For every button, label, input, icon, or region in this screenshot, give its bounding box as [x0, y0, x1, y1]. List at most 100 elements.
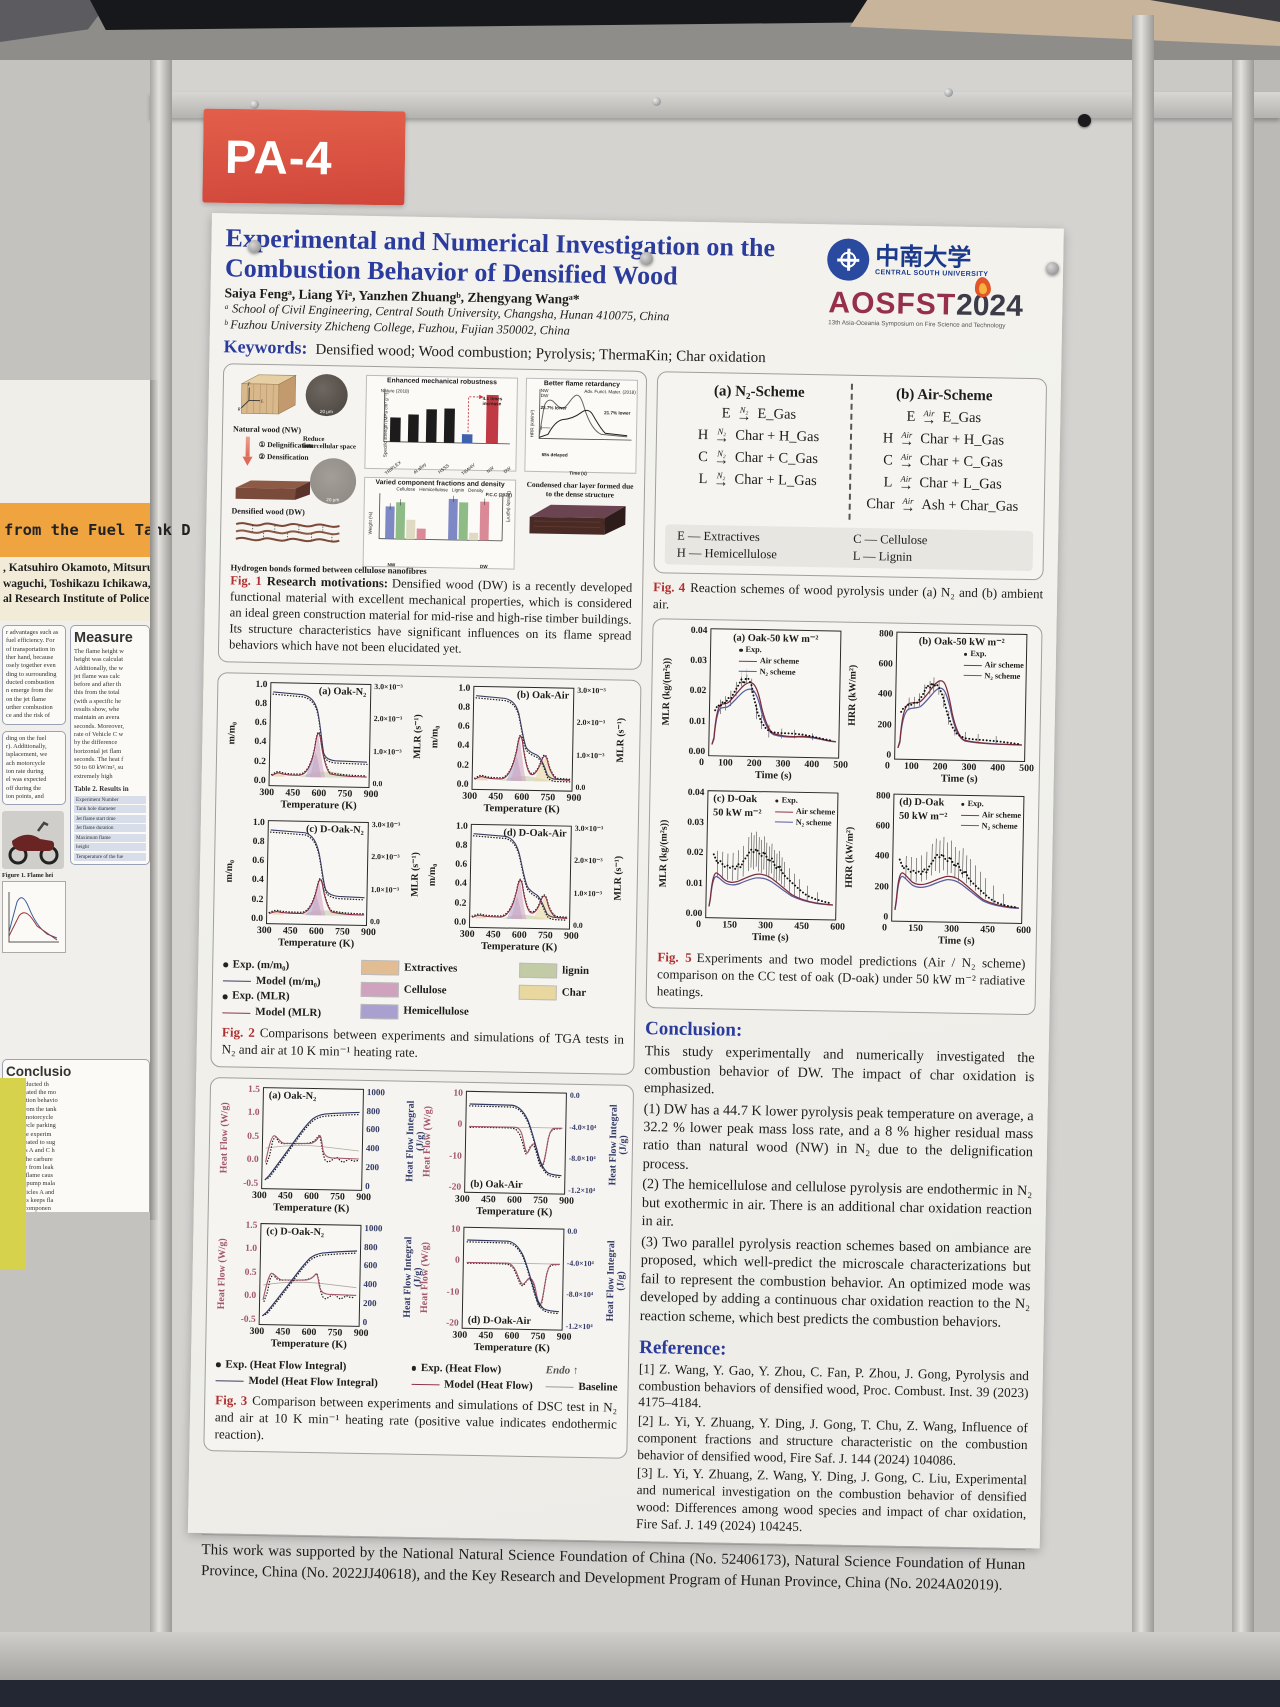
legend-entry: L — Lignin: [852, 548, 913, 564]
reaction-arrow-icon: N₂ →: [736, 404, 752, 425]
screw: [250, 100, 259, 109]
tick-label: 2.0×10⁻³: [373, 714, 403, 724]
tick-label: 750: [337, 787, 353, 800]
reaction: H N₂ → Char + H_Gas: [671, 426, 846, 446]
neighbour-author-line: waguchi, Toshikazu Ichikawa, M: [3, 577, 152, 590]
chart-xlabel: Time (s): [569, 470, 587, 476]
screw: [652, 97, 661, 106]
products: Ash + Char_Gas: [921, 497, 1019, 515]
subplot-title: (a) Oak-N₂: [318, 685, 367, 698]
board-rail-bottom: [0, 1632, 1280, 1680]
cellulose-swatch: [360, 981, 399, 998]
fig3-caption: Fig. 3 Comparison between experiments and…: [214, 1393, 617, 1450]
natural-wood-label: Natural wood (NW): [232, 424, 302, 435]
fig2-subplot-a: m/m₀ 1.0 0.8 0.6 0.4 0.2 0.0: [226, 679, 427, 817]
reaction-arrow-icon: Air →: [899, 429, 915, 450]
products: Char + C_Gas: [734, 449, 819, 468]
reaction: E N₂ → E_Gas: [671, 404, 846, 425]
model-line-icon: [411, 1383, 440, 1386]
svg-text:R: R: [237, 406, 241, 411]
fig5-box: MLR (kg/(m²s)) 0.04 0.03 0.02 0.01 0.00 (a) …: [645, 618, 1043, 1016]
poster: Experimental and Numerical Investigation…: [187, 213, 1064, 1597]
char-swatch: [518, 984, 557, 1001]
reaction-arrow-icon: Air →: [898, 473, 914, 494]
caption-text: Comparison between experiments and simul…: [214, 1393, 618, 1442]
exp-marker-icon: [411, 1366, 416, 1371]
sem-image-nw: 20 μm: [305, 373, 349, 417]
chart-categories: TRIPLEX Al alloy HSSS Ti6Al4V NW DW: [383, 459, 513, 477]
neighbour-text-block: r advantages such as fuel efficiency. For…: [2, 625, 66, 725]
products: Char + C_Gas: [919, 453, 1004, 471]
reactant: C: [698, 448, 709, 466]
neighbour-authors: , Katsuhiro Okamoto, Mitsuru W waguchi, T…: [0, 557, 152, 621]
y-axis-label: m/m₀: [226, 721, 238, 745]
aosfst-text: AOSFST: [828, 286, 957, 322]
reactant: L: [698, 470, 708, 488]
fig1-box: T L R 20 μm Natural wood (NW) ① Delignif…: [217, 363, 648, 670]
reaction: L Air → Char + L_Gas: [855, 474, 1030, 494]
figure-label: Fig. 2: [221, 1024, 255, 1041]
plot-curves: [895, 633, 1026, 761]
reaction-arrow-icon: N₂ →: [713, 448, 729, 469]
products: E_Gas: [942, 409, 982, 427]
plot-curves: [267, 821, 368, 916]
plot-curves: [260, 1224, 361, 1326]
csu-seal-icon: [826, 238, 870, 282]
plot-curves: [270, 683, 371, 778]
reactant: C: [883, 452, 894, 469]
poster-header: Experimental and Numerical Investigation…: [224, 223, 1050, 347]
keywords-label: Keywords:: [223, 336, 308, 358]
products: Char + H_Gas: [920, 431, 1005, 449]
caption-text: Comparisons between experiments and simu…: [221, 1025, 625, 1060]
caption-text: Reaction schemes of wood pyrolysis under…: [652, 579, 1044, 612]
floor: [0, 1680, 1280, 1707]
fig2-caption: Fig. 2 Comparisons between experiments an…: [222, 1025, 625, 1066]
fig5-subplot-b: HRR (kW/m²) 800 600 400 200 0 (b) Oak-50 kW …: [846, 629, 1035, 786]
legend-entry: H — Hemicellulose: [676, 545, 777, 562]
neighbour-banner-text: from the Fuel Tank D: [4, 521, 191, 539]
neighbour-poster: from the Fuel Tank D , Katsuhiro Okamoto…: [0, 380, 191, 1212]
session-code: PA-4: [224, 129, 333, 184]
keywords-text: Densified wood; Wood combustion; Pyrolys…: [315, 341, 766, 367]
air-line-icon: [738, 660, 757, 662]
reference-item: [1] Z. Wang, Y. Gao, Y. Zhou, C. Fan, P.…: [638, 1360, 1029, 1411]
tick-label: 900: [363, 788, 379, 800]
reaction: Char Air → Ash + Char_Gas: [855, 496, 1030, 516]
board-panel-far-right: [1254, 60, 1280, 1687]
neighbour-author-line: , Katsuhiro Okamoto, Mitsuru W: [3, 562, 152, 574]
products: Char + L_Gas: [919, 475, 1002, 493]
step-densification: ② Densification: [258, 451, 309, 462]
fig4-legend: E — Extractives C — Cellulose H — Hemicell…: [664, 524, 1034, 572]
tick-label: 1.0: [255, 679, 268, 690]
plot-frame: (a) Oak-N₂: [268, 681, 372, 788]
reaction: H Air → Char + H_Gas: [856, 430, 1031, 450]
air-scheme: (b) Air-Scheme E Air → E_Gas H Air →: [848, 383, 1036, 524]
exp-marker-icon: [739, 648, 743, 653]
reference-item: [2] L. Yi, Y. Zhuang, Y. Ding, J. Gong, …: [637, 1413, 1029, 1468]
tick-label: 1.0×10⁻³: [373, 746, 402, 757]
chart-source: Adv. Funct. Mater. (2018): [584, 388, 636, 395]
fig3-subplot-b: Heat Flow (W/g) 10 0 -10 -20: [421, 1088, 630, 1218]
fig2-subplot-b: m/m₀ 1.0 0.8 0.6 0.4 0.2 0.0: [429, 683, 627, 816]
fig1-caption: Fig. 1 Research motivations: Densified woo…: [229, 572, 632, 660]
model-line-icon: [222, 1012, 251, 1014]
n2-scheme: (a) N₂-Scheme E N₂ → E_Gas H N₂ →: [666, 380, 851, 519]
conclusion-paragraph: (1) DW has a 44.7 K lower pyrolysis peak…: [642, 1100, 1034, 1173]
char-layer-note: Condensed char layer formed due to the d…: [526, 479, 634, 500]
reaction: E Air → E_Gas: [856, 408, 1031, 428]
fig4-caption: Fig. 4 Reaction schemes of wood pyrolysis…: [653, 579, 1044, 619]
char-layer-photo: [529, 504, 626, 535]
tick-label: 0.2: [253, 756, 267, 767]
logo-block: 中南大学 CENTRAL SOUTH UNIVERSITY AOSFST 202…: [826, 234, 1050, 347]
aosfst-logo: AOSFST 2024 13th Asia-Oceania Symposium …: [826, 276, 1049, 330]
neighbour-measure-title: Measure: [74, 630, 133, 646]
reactant: H: [882, 430, 894, 447]
frame-strip: [150, 380, 158, 1220]
component-fractions-chart: Varied component fractions and density C…: [362, 476, 517, 570]
densified-wood-label: Densified wood (DW): [231, 506, 305, 517]
fig3-subplot-d: Heat Flow (W/g) 10 0 -10 -20: [418, 1224, 627, 1354]
reactant: L: [883, 474, 893, 491]
mechanical-robustness-chart: Enhanced mechanical robustness: [364, 374, 519, 477]
fig2-box: m/m₀ 1.0 0.8 0.6 0.4 0.2 0.0: [210, 671, 642, 1075]
